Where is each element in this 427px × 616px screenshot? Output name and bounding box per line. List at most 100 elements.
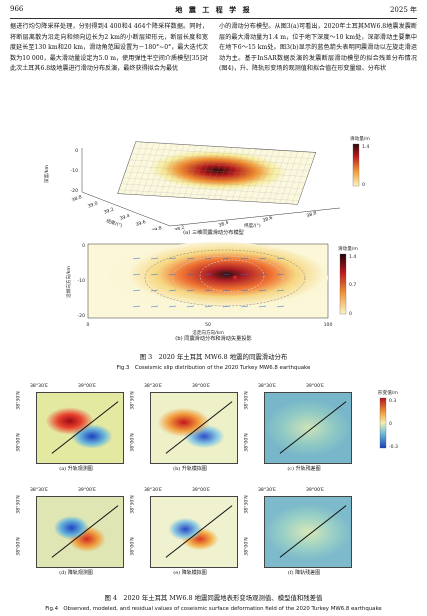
- slip-vector-arrow: [186, 289, 195, 292]
- figure4-colorbar: 形变值/m 0.3 0 -0.3: [376, 388, 420, 468]
- slip-vector-arrow: [276, 257, 285, 260]
- colorbar-title: 滑动量/m: [350, 135, 370, 142]
- figure4-panel: 38°30′E 39°00′E 38°30′N 38°00′N (c) 升轨残差图: [245, 384, 354, 484]
- fault-trace: [51, 401, 119, 454]
- colorbar-tick-mid: 0.7: [349, 282, 356, 288]
- strike-tick-label: 100: [324, 322, 333, 328]
- figure4-panel: 38°30′E 39°00′E 38°30′N 38°00′N (b) 升轨模拟图: [131, 384, 240, 484]
- longitude-tick-label: 39.2: [103, 207, 115, 216]
- longitude-label: 38°30′E: [144, 488, 162, 493]
- deformation-colorbar: 形变值/m 0.3 0 -0.3: [378, 389, 398, 450]
- figure3-panel-b: ★ 0 -10 -20 0 50 100 沿倾向方向/km 沿走向方向/km 滑动量/m…: [40, 238, 387, 346]
- latitude-tick-label: 38.6: [262, 215, 274, 224]
- slip-vector-arrow: [258, 289, 267, 292]
- slip-vector-arrow: [204, 273, 213, 276]
- slip-vector-arrow: [204, 305, 213, 308]
- dip-ticks: 0 -10 -20: [77, 243, 85, 319]
- slip-vector-arrow: [222, 257, 231, 260]
- publication-year: 2025 年: [389, 6, 417, 14]
- longitude-tick-label: 38.8: [71, 194, 83, 203]
- figure4-panel-caption: (e) 降轨模拟图: [173, 570, 207, 576]
- latitude-tick-label: 38.4: [218, 220, 230, 229]
- strike-axis-label: 沿走向方向/km: [192, 329, 224, 336]
- longitude-axis-label: 经度/(°): [105, 217, 123, 229]
- fault-trace: [165, 505, 233, 558]
- longitude-label: 38°30′E: [258, 384, 276, 389]
- latitude-label: 38°30′N: [244, 495, 250, 514]
- body-paragraph-right: 小的滑动分布模型。从图3(a)可看出，2020年土耳其MW6.8地震发震断层的最…: [219, 23, 417, 73]
- slip-vector-arrow: [240, 289, 249, 292]
- figure4-panel-caption: (d) 降轨观测图: [59, 570, 93, 576]
- longitude-label: 38°30′E: [258, 488, 276, 493]
- slip-vector-arrow: [204, 289, 213, 292]
- figure4-panel-caption: (f) 降轨残差图: [287, 570, 321, 576]
- colorbar-tick-max: 1.4: [362, 144, 369, 150]
- depth-tick-label: -20: [70, 188, 78, 194]
- journal-title: 地 震 工 程 学 报: [175, 5, 252, 14]
- slip-vector-arrow: [168, 257, 177, 260]
- page-number: 966: [10, 5, 24, 13]
- deformation-map: [36, 496, 124, 568]
- slip-vector-arrow: [276, 289, 285, 292]
- latitude-label: 38°30′N: [244, 391, 250, 410]
- slip-vector-arrow: [258, 257, 267, 260]
- latitude-axis-label: 纬度/(°): [244, 222, 261, 229]
- dip-tick-label: -20: [77, 313, 85, 319]
- slip-vector-arrow: [222, 273, 231, 276]
- header-rule: [10, 18, 417, 19]
- strike-ticks: 0 50 100: [87, 322, 333, 328]
- slip-vector-arrow: [276, 305, 285, 308]
- colorbar-tick-max: 1.4: [349, 254, 356, 260]
- latitude-label: 38°30′N: [16, 391, 22, 410]
- slip-vector-arrow: [240, 257, 249, 260]
- floor-axes: [81, 191, 341, 227]
- slip-vector-arrow: [150, 289, 159, 292]
- slip-vector-arrow: [222, 289, 231, 292]
- running-header: 966 地 震 工 程 学 报 2025 年: [10, 5, 417, 17]
- deformation-map: [150, 392, 238, 464]
- longitude-label: 38°30′E: [30, 384, 48, 389]
- figure4-panel: 38°30′E 39°00′E 38°30′N 38°00′N (d) 降轨观测图: [17, 488, 126, 588]
- defo-colorbar-bar: [379, 397, 387, 449]
- longitude-label: 38°30′E: [30, 488, 48, 493]
- slip-vector-arrow: [186, 257, 195, 260]
- slip-vector-arrow: [240, 305, 249, 308]
- figure4-panel-caption: (a) 升轨观测图: [59, 466, 93, 472]
- defo-tick-max: 0.3: [389, 398, 396, 404]
- dip-tick-label: -10: [77, 278, 85, 284]
- colorbar-tick-min: 0: [362, 182, 365, 188]
- epicenter-star-icon: ★: [231, 273, 238, 282]
- slip-3d-model: 0 -10 -20 深度/km 38.8 39.0 39.2 39.4 39.6 39.8 经…: [43, 135, 370, 234]
- slip-contour: [144, 249, 306, 307]
- figure4-panel-caption: (b) 升轨模拟图: [173, 466, 207, 472]
- dip-tick-label: 0: [82, 243, 85, 249]
- body-paragraph-left: 据进行均匀降采样处理，分别得到4 400和4 464个降采样数据。同时，将断层离…: [10, 23, 208, 73]
- slip-patch: [108, 242, 328, 314]
- fault-trace: [51, 505, 119, 558]
- latitude-tick-label: 38.8: [306, 210, 318, 219]
- slip-vector-arrow: [132, 273, 141, 276]
- body-column-left: 据进行均匀降采样处理，分别得到4 400和4 464个降采样数据。同时，将断层离…: [10, 22, 208, 75]
- body-column-right: 小的滑动分布模型。从图3(a)可看出，2020年土耳其MW6.8地震发震断层的最…: [219, 22, 417, 75]
- slip-colorbar: [352, 143, 360, 187]
- longitude-label: 39°00′E: [78, 384, 96, 389]
- fault-trace: [165, 401, 233, 454]
- figure4-panel: 38°30′E 39°00′E 38°30′N 38°00′N (a) 升轨观测图: [17, 384, 126, 484]
- defo-colorbar-title: 形变值/m: [378, 389, 398, 396]
- colorbar-title: 滑动量/m: [338, 245, 358, 252]
- longitude-label: 39°00′E: [306, 384, 324, 389]
- longitude-label: 39°00′E: [78, 488, 96, 493]
- slip-vector-arrow: [132, 305, 141, 308]
- latitude-ticks: 38.2 38.4 38.6 38.8: [174, 210, 318, 234]
- strike-tick-label: 0: [87, 322, 90, 328]
- deformation-map: [264, 392, 352, 464]
- slip-vector-arrow: [168, 289, 177, 292]
- figure3-panel-a: 0 -10 -20 深度/km 38.8 39.0 39.2 39.4 39.6 39.8 经…: [40, 126, 387, 238]
- depth-tick-label: -10: [70, 168, 78, 174]
- slip-vector-arrow: [168, 273, 177, 276]
- longitude-label: 39°00′E: [306, 488, 324, 493]
- longitude-label: 39°00′E: [192, 384, 210, 389]
- depth-tick-label: 0: [75, 148, 78, 154]
- figure4-panel-caption: (c) 升轨残差图: [287, 466, 321, 472]
- deformation-map: [36, 392, 124, 464]
